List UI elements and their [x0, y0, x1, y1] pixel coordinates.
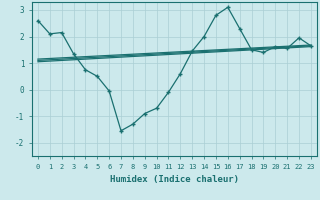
- X-axis label: Humidex (Indice chaleur): Humidex (Indice chaleur): [110, 175, 239, 184]
